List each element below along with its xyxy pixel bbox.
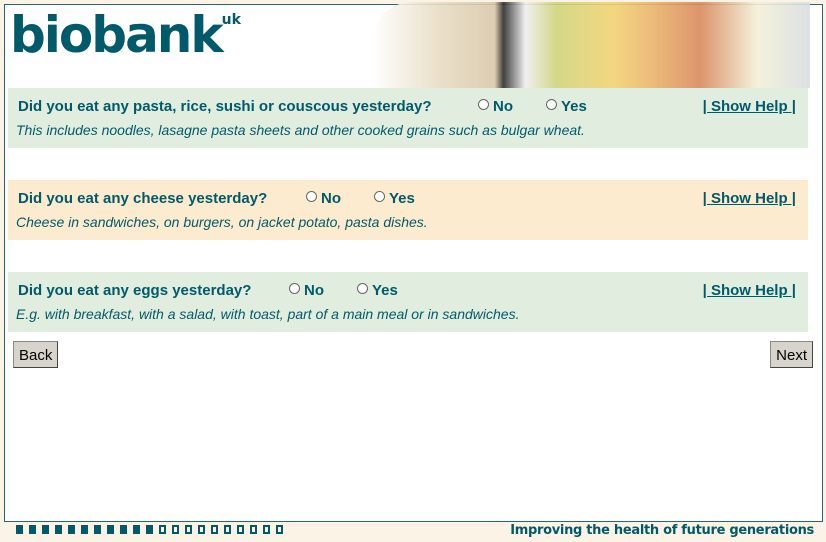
progress-step (107, 525, 114, 534)
progress-step (276, 525, 283, 534)
progress-step (68, 525, 75, 534)
radio-no[interactable]: No (478, 98, 513, 115)
next-button[interactable]: Next (770, 341, 813, 368)
question-text: Did you eat any pasta, rice, sushi or co… (18, 98, 432, 115)
radio-yes[interactable]: Yes (374, 190, 415, 207)
progress-step (224, 525, 231, 534)
progress-step (16, 525, 23, 534)
logo-suffix: uk (221, 12, 241, 28)
hint-text: E.g. with breakfast, with a salad, with … (16, 306, 520, 322)
radio-no[interactable]: No (306, 190, 341, 207)
radio-yes[interactable]: Yes (357, 282, 398, 299)
progress-step (263, 525, 270, 534)
progress-step (94, 525, 101, 534)
question-eggs: Did you eat any eggs yesterday? No Yes |… (8, 272, 808, 332)
hint-text: This includes noodles, lasagne pasta she… (16, 122, 585, 138)
logo-text: biobank (10, 6, 224, 64)
radio-yes[interactable]: Yes (546, 98, 587, 115)
hint-text: Cheese in sandwiches, on burgers, on jac… (16, 214, 428, 230)
progress-step (133, 525, 140, 534)
progress-step (237, 525, 244, 534)
progress-step (250, 525, 257, 534)
footer-tagline: Improving the health of future generatio… (510, 523, 814, 538)
progress-step (146, 525, 153, 534)
question-text: Did you eat any eggs yesterday? (18, 282, 252, 299)
progress-step (81, 525, 88, 534)
progress-step (120, 525, 127, 534)
progress-step (29, 525, 36, 534)
show-help-link[interactable]: | Show Help | (702, 190, 796, 207)
show-help-link[interactable]: | Show Help | (702, 98, 796, 115)
progress-step (55, 525, 62, 534)
progress-step (42, 525, 49, 534)
progress-step (185, 525, 192, 534)
biobank-logo: biobankuk (10, 6, 241, 64)
food-banner-image (372, 2, 810, 88)
radio-no[interactable]: No (289, 282, 324, 299)
back-button[interactable]: Back (13, 341, 59, 368)
progress-indicator (16, 525, 283, 534)
progress-step (211, 525, 218, 534)
show-help-link[interactable]: | Show Help | (702, 282, 796, 299)
question-cheese: Did you eat any cheese yesterday? No Yes… (8, 180, 808, 240)
progress-step (198, 525, 205, 534)
question-text: Did you eat any cheese yesterday? (18, 190, 268, 207)
progress-step (159, 525, 166, 534)
progress-step (172, 525, 179, 534)
question-pasta: Did you eat any pasta, rice, sushi or co… (8, 88, 808, 148)
